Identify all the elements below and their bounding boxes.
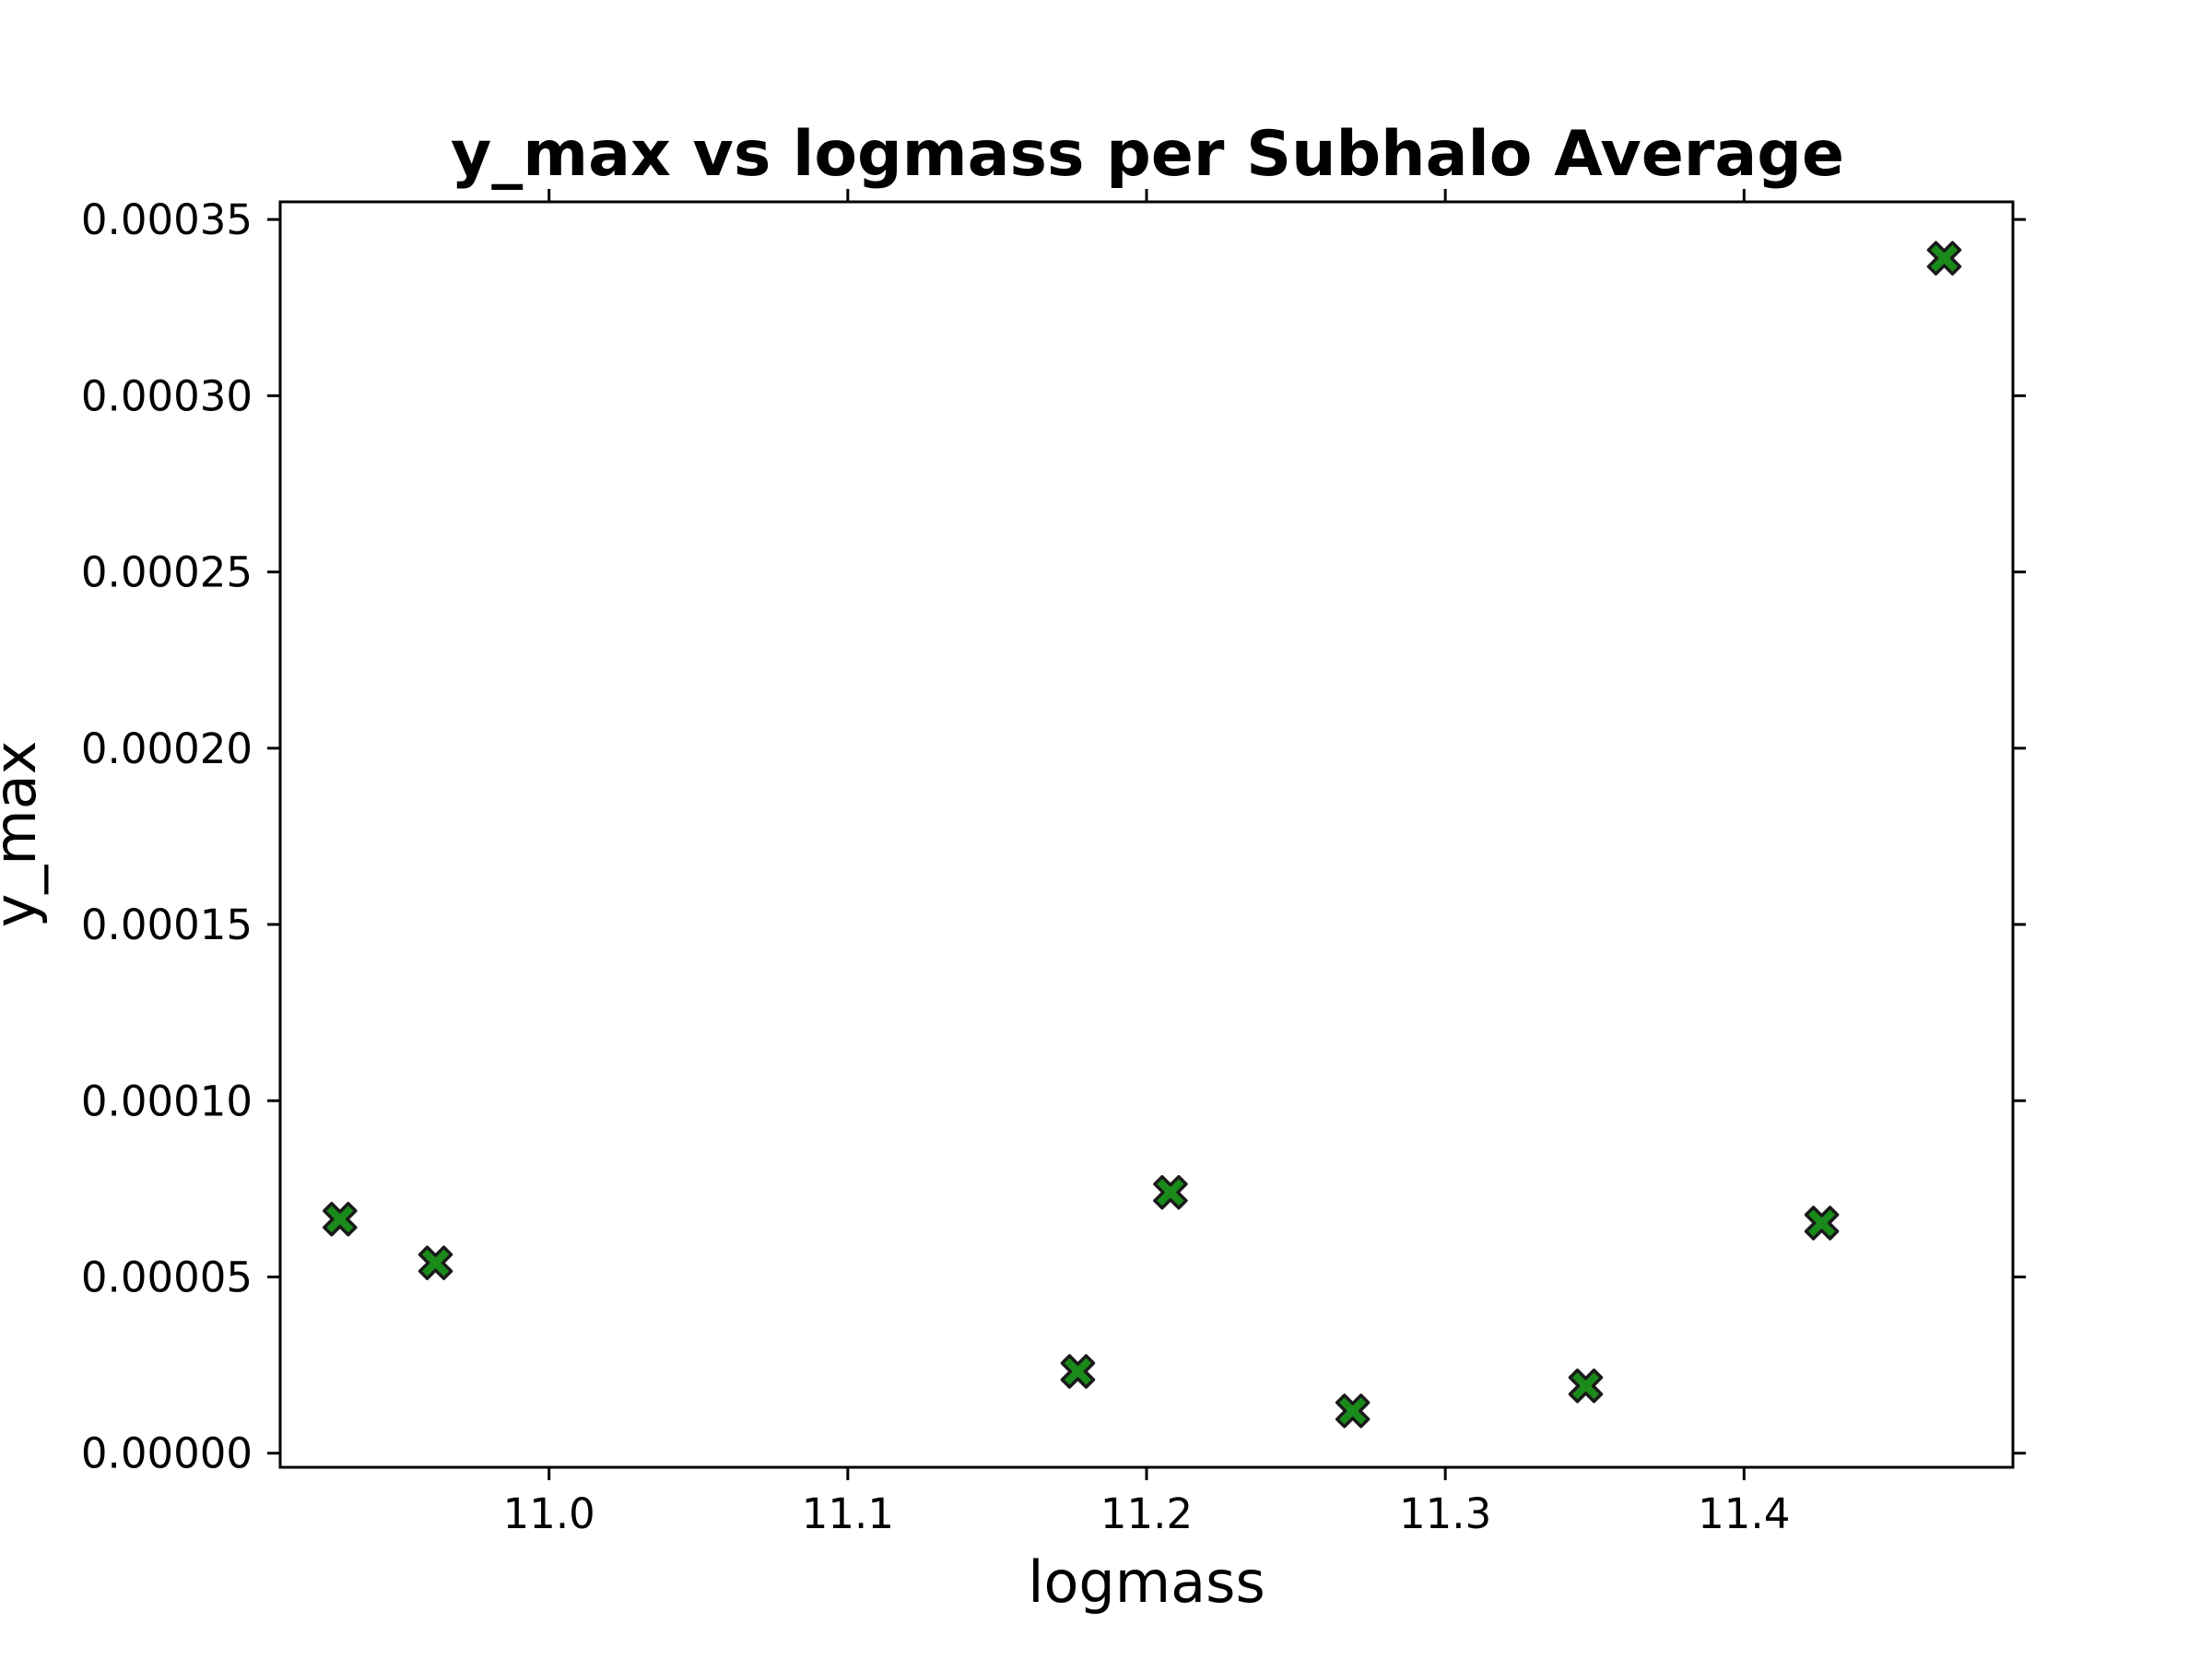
x-tick-label: 11.4 xyxy=(1698,1489,1790,1538)
plot-frame xyxy=(278,200,2015,1469)
x-tick-label: 11.0 xyxy=(503,1489,595,1538)
y-tick-label: 0.00015 xyxy=(81,900,253,949)
y-axis-label: y_max xyxy=(0,741,49,928)
y-tick-label: 0.00000 xyxy=(81,1430,253,1478)
y-tick-label: 0.00005 xyxy=(81,1253,253,1301)
data-points xyxy=(323,241,1962,1429)
data-point xyxy=(1335,1394,1371,1429)
x-tick-label: 11.2 xyxy=(1100,1489,1193,1538)
x-tick-label: 11.3 xyxy=(1399,1489,1491,1538)
axis-ticks: 11.0 11.1 11.2 11.3 11.4 0.00000 0.00005 0.0001… xyxy=(81,189,2026,1538)
x-axis-label: logmass xyxy=(1028,1548,1265,1616)
y-tick-label: 0.00035 xyxy=(81,195,253,244)
data-point xyxy=(418,1245,453,1280)
data-point xyxy=(1926,241,1962,276)
data-point xyxy=(1153,1174,1188,1210)
y-tick-label: 0.00030 xyxy=(81,371,253,420)
y-tick-label: 0.00020 xyxy=(81,724,253,773)
chart-title: y_max vs logmass per Subhalo Average xyxy=(451,118,1844,191)
y-tick-label: 0.00025 xyxy=(81,548,253,597)
data-point xyxy=(323,1202,358,1237)
data-point xyxy=(1060,1354,1096,1389)
data-point xyxy=(1568,1368,1604,1404)
x-tick-label: 11.1 xyxy=(802,1489,894,1538)
y-tick-label: 0.00010 xyxy=(81,1077,253,1125)
data-point xyxy=(1804,1206,1840,1241)
